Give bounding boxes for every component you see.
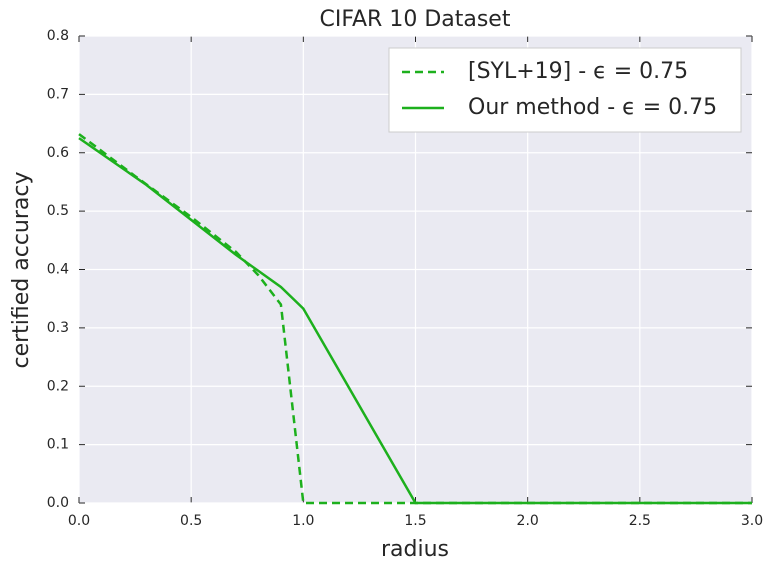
x-tick-label: 1.0 <box>292 513 314 529</box>
y-axis-label: certified accuracy <box>9 171 34 368</box>
y-tick-label: 0.1 <box>47 437 69 453</box>
y-tick-label: 0.7 <box>47 86 69 102</box>
x-tick-label: 0.5 <box>180 513 202 529</box>
chart-title: CIFAR 10 Dataset <box>320 7 511 32</box>
legend-label: Our method - ϵ = 0.75 <box>468 95 717 120</box>
x-tick-label: 2.0 <box>517 513 539 529</box>
x-tick-label: 3.0 <box>741 513 763 529</box>
x-tick-label: 0.0 <box>68 513 90 529</box>
y-tick-label: 0.8 <box>47 28 69 44</box>
y-tick-label: 0.5 <box>47 203 69 219</box>
y-tick-label: 0.6 <box>47 145 69 161</box>
x-tick-label: 2.5 <box>629 513 651 529</box>
legend-label: [SYL+19] - ϵ = 0.75 <box>468 59 688 84</box>
y-tick-label: 0.0 <box>47 495 69 511</box>
data-line <box>78 137 752 505</box>
y-tick-label: 0.2 <box>47 378 69 394</box>
legend-box <box>388 47 742 133</box>
y-tick-label: 0.3 <box>47 320 69 336</box>
x-axis-label: radius <box>381 537 449 562</box>
y-tick-label: 0.4 <box>47 262 69 278</box>
x-tick-label: 1.5 <box>404 513 426 529</box>
